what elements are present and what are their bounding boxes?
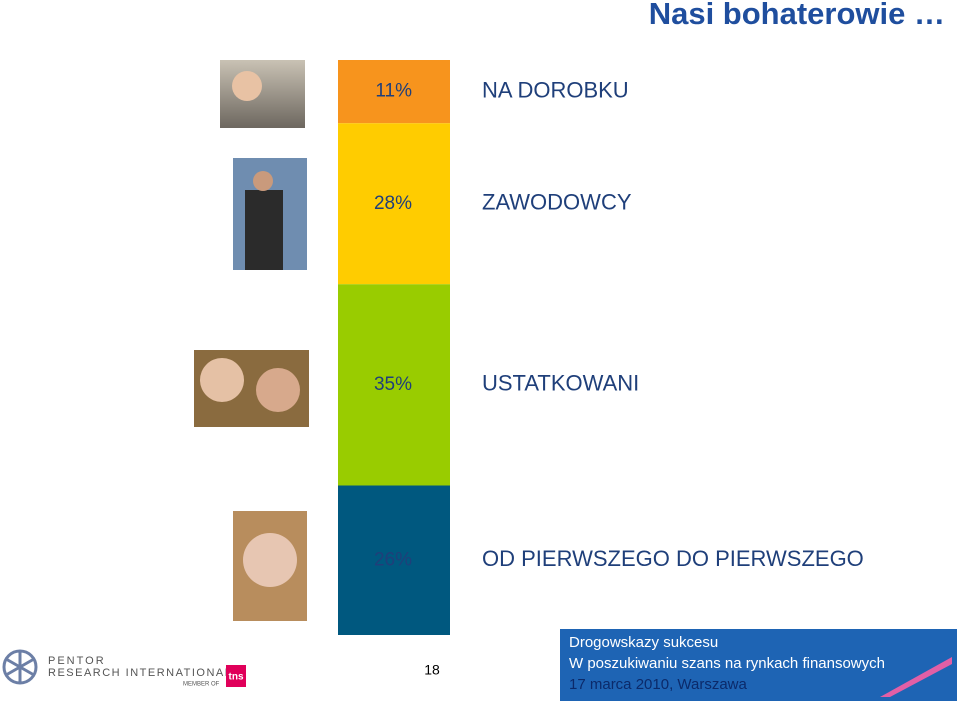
logo-text: MEMBER OF (183, 682, 220, 688)
footer-text: W poszukiwaniu szans na rynkach finansow… (569, 655, 885, 672)
footer-text: 17 marca 2010, Warszawa (569, 676, 748, 693)
segment-label: OD PIERWSZEGO DO PIERWSZEGO (482, 546, 864, 571)
segment-label: NA DOROBKU (482, 77, 629, 102)
value-label: 35% (374, 374, 412, 395)
value-label: 11% (375, 81, 412, 102)
bar-segment (338, 284, 450, 486)
logo-text: tns (229, 672, 244, 683)
segment-label: ZAWODOWCY (482, 190, 632, 215)
logo-text: RESEARCH INTERNATIONAL (48, 667, 232, 679)
footer-text: Drogowskazy sukcesu (569, 634, 718, 651)
bar-segment (338, 123, 450, 285)
segment-label: USTATKOWANI (482, 371, 639, 396)
slide-title: Nasi bohaterowie … (649, 0, 945, 31)
value-label: 26% (374, 549, 412, 570)
bar-segment (338, 60, 450, 124)
logo: PENTOR RESEARCH INTERNATIONAL MEMBER OF … (2, 649, 246, 688)
page-number: 18 (424, 662, 440, 678)
value-label: 28% (374, 193, 412, 214)
logo-text: PENTOR (48, 655, 106, 667)
bar-segment (338, 485, 450, 635)
footer: Drogowskazy sukcesu W poszukiwaniu szans… (560, 629, 957, 701)
photos (194, 60, 309, 621)
